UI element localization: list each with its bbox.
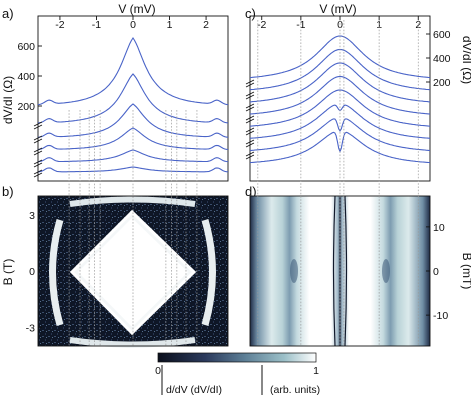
panel-c-ytick-label: 200	[433, 77, 451, 89]
panel-b-arc-right	[201, 219, 216, 326]
colorbar-units: (arb. units)	[270, 384, 320, 396]
colorbar-quantity: d/dV (dV/dI)	[166, 384, 222, 396]
panel-b-ytick-label: -3	[26, 322, 35, 334]
panel-a-xtick-label: 0	[130, 19, 136, 31]
panel-b-ytick-label: 0	[29, 266, 35, 278]
panel-c-axis-break	[245, 139, 255, 148]
panel-c-axis-break	[245, 79, 255, 88]
panel-b-y-ticks: 3 0 -3	[26, 210, 42, 334]
panel-a-curve	[37, 166, 229, 173]
panel-b-arc-bottom	[69, 337, 196, 348]
panel-c-axis-break	[245, 151, 255, 160]
panel-d-line-right	[344, 195, 348, 347]
panel-a-curve	[37, 73, 229, 124]
panel-c-curve	[249, 89, 431, 127]
colorbar-max-label: 1	[313, 365, 319, 377]
panel-d-features	[290, 195, 390, 347]
panel-c-ytick-label: 400	[433, 53, 451, 65]
panel-c-xtick-label: -2	[257, 19, 266, 31]
panel-b-arc-top	[69, 196, 196, 207]
panel-a-ytick-label: 400	[17, 71, 35, 83]
panel-d-ylabel: B (mT)	[460, 253, 471, 290]
panel-d-spot-right	[382, 259, 390, 283]
panel-c-axis-break	[245, 127, 255, 136]
panel-a-xlabel: V (mV)	[118, 2, 155, 16]
panel-c-axis-break	[245, 91, 255, 100]
svg-text:V (mV): V (mV)	[118, 2, 155, 16]
panel-d-ytick-label: 0	[433, 266, 439, 278]
panel-d-y-ticks: 10 0 -10	[426, 222, 448, 322]
panel-b-ytick-label: 3	[29, 210, 35, 222]
panel-c-xtick-label: 2	[415, 19, 421, 31]
panel-c-letter: c)	[245, 6, 256, 21]
panel-c-xlabel: V (mV)	[319, 2, 356, 16]
panel-a-curve	[37, 36, 229, 106]
panel-a-curve	[37, 127, 229, 151]
panel-a-ytick-label: 600	[17, 41, 35, 53]
panel-b-features	[49, 196, 216, 348]
panel-a-axis-break	[33, 121, 43, 130]
panel-b-ylabel: B (T)	[1, 259, 15, 286]
panel-d-letter: d)	[245, 184, 257, 199]
panel-d-ytick-label: -10	[433, 310, 448, 322]
panel-a-xtick-label: 2	[203, 19, 209, 31]
panel-c-ylabel: dV/dI (Ω)	[460, 36, 471, 84]
panel-c-xtick-label: -1	[296, 19, 305, 31]
panel-a-ytick-label: 200	[17, 101, 35, 113]
panel-c-axis-breaks	[245, 79, 255, 160]
colorbar: 0 1 d/dV (dV/dI) (arb. units)	[155, 352, 320, 396]
colorbar-gradient	[157, 352, 317, 363]
panel-c-xtick-label: 1	[376, 19, 382, 31]
panel-a-axis-break	[33, 159, 43, 168]
panel-c-xtick-label: 0	[337, 19, 343, 31]
panel-c-curve	[249, 75, 431, 115]
panel-b-diamond-inner	[78, 218, 188, 327]
colorbar-min-label: 0	[155, 365, 161, 377]
panel-c-axis-break	[245, 103, 255, 112]
panel-a-y-ticks: 200 400 600	[17, 41, 42, 113]
panel-ab-guides	[68, 110, 198, 346]
panel-d-spot-left	[290, 259, 298, 283]
panel-c-axis-break	[245, 115, 255, 124]
panel-a-x-ticks: -2 -1 0 1 2	[55, 16, 209, 31]
panel-a-xtick-label: -2	[55, 19, 64, 31]
panel-a-curve	[37, 103, 229, 138]
panel-d-line-left	[332, 195, 336, 347]
panel-b-arc-left	[49, 219, 64, 326]
panel-c-x-ticks: -2 -1 0 1 2	[257, 16, 421, 31]
panel-a-axis-break	[33, 169, 43, 178]
panel-c-y-ticks: 600 400 200	[426, 29, 451, 89]
panel-a-ylabel: dV/dI (Ω)	[1, 76, 15, 124]
panel-a-xtick-label: 1	[167, 19, 173, 31]
panel-a-axis-break	[33, 147, 43, 156]
panel-c-ytick-label: 600	[433, 29, 451, 41]
panel-a-letter: a)	[2, 6, 14, 21]
panel-c-curve	[250, 118, 430, 151]
panel-a-axis-breaks	[33, 121, 43, 178]
panel-c-curves	[249, 35, 431, 164]
panel-b-letter: b)	[2, 184, 14, 199]
panel-a-axis-break	[33, 135, 43, 144]
panel-d-ytick-label: 10	[433, 222, 445, 234]
panel-a-xtick-label: -1	[92, 19, 101, 31]
